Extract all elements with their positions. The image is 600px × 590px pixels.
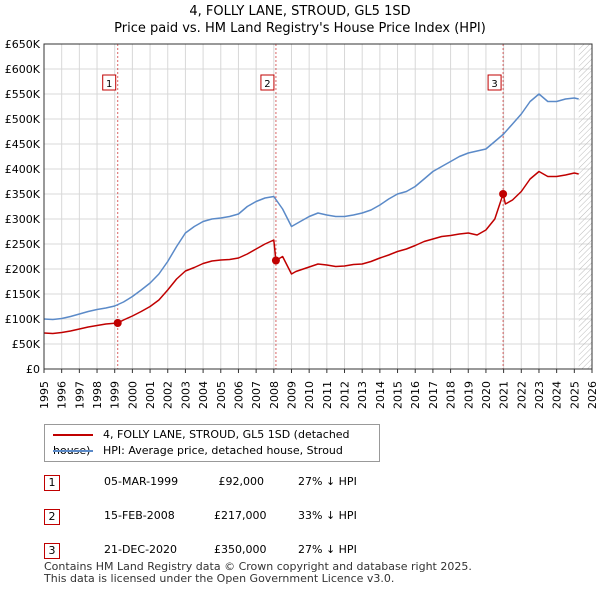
sale-point	[113, 319, 122, 327]
sale-price: £350,000	[214, 543, 267, 556]
legend-swatch-hpi	[53, 450, 93, 452]
series-lines	[43, 93, 579, 335]
x-tick-label: 1997	[73, 381, 86, 409]
x-tick-label: 2010	[303, 381, 316, 409]
sale-row: 2 15-FEB-2008 £217,000 33% ↓ HPI	[44, 505, 464, 539]
legend: 4, FOLLY LANE, STROUD, GL5 1SD (detached…	[44, 424, 380, 462]
x-tick-label: 2002	[162, 381, 175, 409]
y-tick-label: £550K	[5, 88, 41, 101]
y-tick-label: £450K	[5, 138, 41, 151]
hpi-line	[43, 93, 579, 321]
chart-title: 4, FOLLY LANE, STROUD, GL5 1SD Price pai…	[0, 3, 600, 37]
sale-point	[271, 256, 280, 265]
sale-price: £217,000	[214, 509, 267, 522]
x-tick-label: 2014	[374, 381, 387, 409]
y-tick-label: £50K	[12, 338, 41, 351]
x-tick-label: 2004	[197, 381, 210, 409]
x-tick-label: 2017	[427, 381, 440, 409]
y-tick-label: £150K	[5, 288, 41, 301]
sale-number-badge: 3	[44, 543, 60, 559]
x-tick-label: 2011	[321, 381, 334, 409]
forecast-band	[578, 44, 592, 369]
axes: £0 £50K £100K £150K £200K £250K £300K £350K £400…	[5, 38, 599, 409]
x-tick-label: 2020	[480, 381, 493, 409]
footer: Contains HM Land Registry data © Crown c…	[44, 561, 472, 585]
x-tick-label: 2012	[339, 381, 352, 409]
sale-date: 15-FEB-2008	[104, 509, 175, 522]
x-tick-label: 2016	[409, 381, 422, 409]
x-tick-label: 2005	[215, 381, 228, 409]
sale-number-badge: 1	[44, 475, 60, 491]
forecast-region	[578, 44, 592, 369]
sale-marker-label: 3	[491, 79, 497, 90]
footer-licence: This data is licensed under the Open Gov…	[44, 572, 395, 585]
sale-hpi-diff: 27% ↓ HPI	[298, 543, 357, 556]
sale-marker-box	[102, 74, 117, 91]
x-tick-label: 1999	[109, 381, 122, 409]
x-tick-label: 2013	[356, 381, 369, 409]
x-tick-label: 1995	[38, 381, 51, 409]
sale-number-badge: 2	[44, 509, 60, 525]
sale-row: 1 05-MAR-1999 £92,000 27% ↓ HPI	[44, 471, 464, 505]
x-tick-label: 2003	[179, 381, 192, 409]
sale-row: 3 21-DEC-2020 £350,000 27% ↓ HPI	[44, 539, 464, 573]
sale-marker-label: 1	[106, 79, 112, 90]
legend-item-hpi: HPI: Average price, detached house, Stro…	[53, 443, 343, 459]
y-tick-label: £500K	[5, 113, 41, 126]
y-tick-label: £600K	[5, 63, 41, 76]
x-tick-label: 2009	[285, 381, 298, 409]
y-tick-label: £200K	[5, 263, 41, 276]
y-tick-label: £350K	[5, 188, 41, 201]
x-tick-label: 1998	[91, 381, 104, 409]
sale-marker-label: 2	[264, 79, 270, 90]
y-tick-label: £250K	[5, 238, 41, 251]
legend-label-hpi: HPI: Average price, detached house, Stro…	[103, 444, 343, 457]
footer-copyright: Contains HM Land Registry data © Crown c…	[44, 560, 472, 573]
x-tick-label: 2021	[498, 381, 511, 409]
x-tick-label: 2001	[144, 381, 157, 409]
sale-point	[499, 190, 508, 198]
x-tick-label: 2008	[268, 381, 281, 409]
sale-marker-box	[260, 74, 275, 91]
x-tick-label: 2024	[551, 381, 564, 409]
sale-date: 05-MAR-1999	[104, 475, 179, 488]
sale-markers: 1 2 3	[102, 44, 504, 369]
x-tick-label: 1996	[56, 381, 69, 409]
y-tick-label: £400K	[5, 163, 41, 176]
title: 4, FOLLY LANE, STROUD, GL5 1SD	[189, 4, 411, 19]
sale-hpi-diff: 27% ↓ HPI	[298, 475, 357, 488]
property-line	[43, 170, 579, 335]
x-tick-label: 2022	[515, 381, 528, 409]
sale-price: £92,000	[218, 475, 265, 488]
legend-swatch-property	[53, 434, 93, 436]
x-tick-label: 2018	[445, 381, 458, 409]
x-tick-label: 2006	[232, 381, 245, 409]
plot-border	[43, 43, 593, 370]
sale-marker-box	[487, 74, 502, 91]
legend-item-property: 4, FOLLY LANE, STROUD, GL5 1SD (detached…	[53, 427, 379, 457]
sales-table: 1 05-MAR-1999 £92,000 27% ↓ HPI 2 15-FEB…	[44, 471, 464, 573]
x-tick-label: 2023	[533, 381, 546, 409]
x-tick-label: 2025	[568, 381, 581, 409]
y-tick-label: £300K	[5, 213, 41, 226]
sale-date: 21-DEC-2020	[104, 543, 178, 556]
x-tick-label: 2015	[392, 381, 405, 409]
x-tick-label: 2026	[586, 381, 599, 409]
y-tick-label: £100K	[5, 313, 41, 326]
x-tick-label: 2019	[462, 381, 475, 409]
price-chart: 1 2 3 £0 £50K £100K £150K £200K £250K £300K £350K…	[5, 38, 599, 409]
x-tick-label: 2000	[126, 381, 139, 409]
plot-area	[44, 44, 592, 369]
subtitle: Price paid vs. HM Land Registry's House …	[114, 21, 486, 36]
y-tick-label: £0	[26, 363, 40, 376]
sale-hpi-diff: 33% ↓ HPI	[298, 509, 357, 522]
y-tick-label: £650K	[5, 38, 41, 51]
x-tick-label: 2007	[250, 381, 263, 409]
